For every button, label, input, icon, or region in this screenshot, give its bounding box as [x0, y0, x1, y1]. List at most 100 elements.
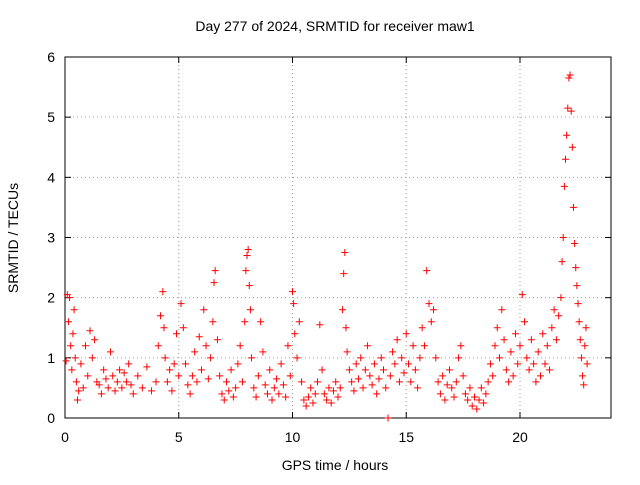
- data-point: [423, 267, 431, 275]
- data-point: [414, 384, 422, 392]
- data-point: [304, 393, 312, 401]
- data-point: [68, 366, 76, 374]
- data-point: [168, 387, 176, 395]
- data-point: [170, 360, 178, 368]
- data-point: [86, 327, 94, 335]
- data-point: [207, 354, 215, 362]
- data-point: [209, 318, 217, 326]
- data-point: [534, 348, 542, 356]
- data-point: [527, 336, 535, 344]
- data-point: [361, 366, 369, 374]
- data-point: [332, 378, 340, 386]
- y-tick-label: 2: [47, 290, 55, 306]
- data-point: [568, 143, 576, 151]
- data-point: [364, 342, 372, 350]
- data-point: [548, 324, 556, 332]
- data-point: [402, 330, 410, 338]
- data-point: [279, 381, 287, 389]
- data-point: [104, 384, 112, 392]
- data-point: [81, 342, 89, 350]
- data-point: [241, 318, 249, 326]
- data-point: [439, 372, 447, 380]
- data-point: [427, 318, 435, 326]
- data-point: [425, 300, 433, 308]
- tick-labels: 0 5 10 15 20 0 1 2 3 4 5 6: [47, 49, 528, 445]
- data-point: [229, 393, 237, 401]
- data-point: [218, 390, 226, 398]
- data-point: [577, 354, 585, 362]
- data-point: [500, 336, 508, 344]
- data-point: [466, 384, 474, 392]
- data-point: [489, 372, 497, 380]
- data-point: [445, 366, 453, 374]
- data-point: [71, 354, 79, 362]
- data-point: [236, 342, 244, 350]
- data-point: [468, 402, 476, 410]
- data-point: [266, 366, 274, 374]
- data-point: [564, 104, 572, 112]
- data-point: [350, 387, 358, 395]
- data-point: [275, 390, 283, 398]
- data-point: [157, 312, 165, 320]
- data-point: [175, 372, 183, 380]
- data-point: [202, 342, 210, 350]
- data-point: [354, 375, 362, 383]
- data-point: [74, 396, 82, 404]
- data-point: [200, 306, 208, 314]
- data-point: [118, 384, 126, 392]
- y-tick-label: 4: [47, 169, 55, 185]
- data-point: [557, 294, 565, 302]
- data-point: [277, 360, 285, 368]
- data-point: [152, 378, 160, 386]
- data-point: [307, 384, 315, 392]
- grid: [65, 57, 611, 418]
- data-point: [263, 390, 271, 398]
- data-point: [216, 372, 224, 380]
- data-point: [357, 354, 365, 362]
- data-point: [525, 366, 533, 374]
- data-point: [286, 372, 294, 380]
- data-point: [516, 342, 524, 350]
- data-point: [245, 282, 253, 290]
- data-point: [311, 390, 319, 398]
- data-point: [511, 330, 519, 338]
- data-point: [579, 372, 587, 380]
- y-tick-label: 0: [47, 410, 55, 426]
- x-axis-label: GPS time / hours: [282, 457, 389, 473]
- data-point: [559, 234, 567, 241]
- data-point: [223, 378, 231, 386]
- data-point: [455, 354, 463, 362]
- data-point: [496, 354, 504, 362]
- data-point: [134, 372, 142, 380]
- data-point: [450, 393, 458, 401]
- data-point: [289, 288, 296, 296]
- data-point: [491, 342, 499, 350]
- data-point: [77, 360, 85, 368]
- data-point: [243, 252, 251, 260]
- data-point: [582, 324, 590, 332]
- data-point: [493, 324, 501, 332]
- data-point: [366, 372, 374, 380]
- data-point: [382, 384, 390, 392]
- data-point: [420, 342, 428, 350]
- data-point: [69, 330, 77, 338]
- data-point: [518, 291, 526, 299]
- data-point: [536, 372, 544, 380]
- data-point: [373, 390, 381, 398]
- data-point: [273, 375, 281, 383]
- data-point: [339, 306, 347, 314]
- data-point: [282, 393, 290, 401]
- data-point: [580, 381, 588, 389]
- data-point: [475, 396, 483, 404]
- data-point: [204, 375, 212, 383]
- data-point: [530, 360, 538, 368]
- data-point: [268, 396, 276, 404]
- data-point: [565, 74, 573, 82]
- data-point: [436, 390, 444, 398]
- data-point: [163, 378, 171, 386]
- data-point: [125, 360, 133, 368]
- data-point: [375, 375, 383, 383]
- data-point: [484, 378, 492, 386]
- data-point: [571, 240, 579, 248]
- data-point: [541, 360, 549, 368]
